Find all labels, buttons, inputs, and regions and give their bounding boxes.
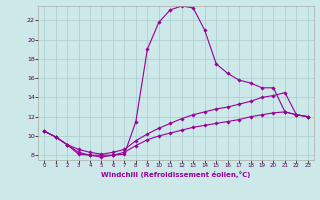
X-axis label: Windchill (Refroidissement éolien,°C): Windchill (Refroidissement éolien,°C) <box>101 171 251 178</box>
